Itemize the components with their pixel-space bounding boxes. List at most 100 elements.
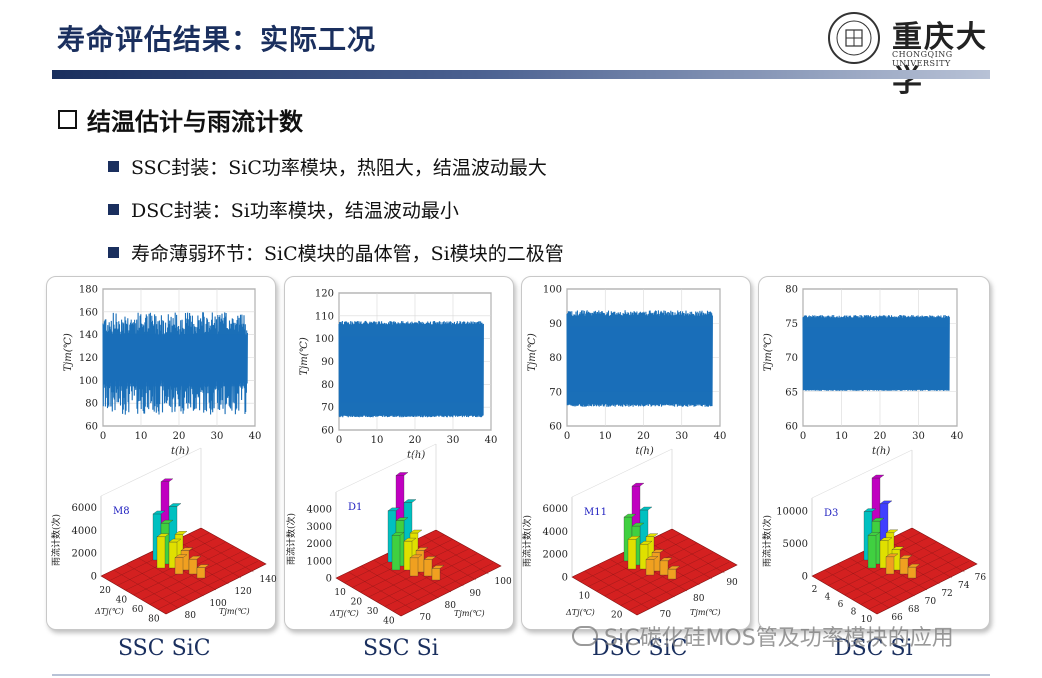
rainflow-bar	[867, 535, 877, 569]
rainflow-bar-top	[403, 537, 417, 542]
caption-ssc-sic: SSC SiC	[118, 636, 211, 661]
bullet-square-icon	[108, 247, 119, 258]
floor-grid-line	[612, 552, 713, 601]
x-tick-label: 30	[447, 435, 460, 446]
y-tick-label: 90	[321, 357, 334, 368]
rainflow-bar	[885, 556, 895, 575]
watermark-text: SiC碳化硅MOS管及功率模块的应用	[604, 626, 954, 651]
rainflow-bar-top	[174, 531, 188, 535]
rainflow-bar-top	[391, 532, 405, 536]
x-tick-label: 10	[835, 431, 848, 442]
logo-chinese: 重庆大学	[892, 20, 988, 99]
caption-dsc-sic: DSC SiC	[592, 636, 688, 661]
floor-grid-line	[868, 561, 969, 610]
y-tick-label: 110	[315, 311, 334, 322]
rainflow-bar-top	[871, 474, 885, 479]
x-tick-label: 30	[912, 431, 925, 442]
rainflow-bar-top	[623, 513, 637, 518]
back-top-line	[100, 447, 202, 497]
rainflow-bar	[188, 558, 198, 575]
rainflow-bar-top	[387, 507, 401, 511]
y-tick-label: 120	[79, 353, 98, 364]
x-axis-label: t(h)	[636, 446, 654, 457]
chat-bubble-icon	[572, 626, 598, 646]
x-tick-label: 0	[800, 431, 806, 442]
y-tick-label: 70	[660, 610, 672, 620]
floor-grid-line	[659, 534, 725, 574]
x-tick-label: 0	[336, 435, 342, 446]
z-tick-label: 2000	[307, 539, 332, 550]
rainflow-bar-top	[196, 564, 210, 568]
y-axis-label: Tjm(℃)	[690, 608, 721, 617]
rainflow-bar	[156, 536, 166, 569]
rainflow-bar-top	[415, 547, 429, 551]
floor-grid-line	[628, 562, 729, 611]
z-tick-label: 2000	[543, 550, 568, 561]
y-tick-label: 76	[975, 573, 987, 583]
logo-english: CHONGQING UNIVERSITY	[892, 50, 953, 68]
z-axis-label: 雨流计数(次)	[285, 513, 297, 565]
trace-dense-band	[104, 334, 247, 387]
rainflow-bar	[907, 566, 917, 579]
floor-grid-line	[860, 556, 961, 605]
y-tick-label: 68	[908, 605, 920, 615]
x-tick-label: 30	[675, 431, 688, 442]
seal-icon	[828, 12, 880, 64]
bullet-item: 寿命薄弱环节：SiC模块的晶体管，Si模块的二极管	[108, 239, 564, 266]
x-tick-label: 10	[371, 435, 384, 446]
x-tick-label: 0	[564, 431, 570, 442]
floor-grid-line	[376, 553, 477, 602]
y-tick-label: 90	[470, 589, 482, 599]
floor-grid-line	[157, 561, 258, 610]
rainflow-bar-top	[885, 529, 899, 533]
rainflow-bar-top	[639, 506, 653, 511]
rainflow-bar-top	[651, 549, 665, 553]
rainflow-bar	[196, 567, 206, 579]
x-tick-label: 60	[132, 605, 144, 615]
x-tick-label: 20	[637, 431, 650, 442]
bullet-text: SSC封装：SiC功率模块，热阻大，结温波动最大	[131, 157, 547, 179]
x-tick-label: 40	[249, 431, 262, 442]
x-axis-label: ΔTj(℃)	[94, 607, 124, 616]
x-tick-label: 80	[148, 614, 160, 624]
bullet-item: SSC封装：SiC功率模块，热阻大，结温波动最大	[108, 153, 547, 180]
z-tick-label: 0	[802, 572, 808, 583]
y-tick-label: 80	[693, 594, 705, 604]
x-tick-label: 2	[812, 585, 818, 595]
y-tick-label: 70	[785, 353, 798, 364]
floor-grid-line	[141, 551, 242, 600]
y-tick-label: 75	[785, 319, 798, 330]
rainflow-bar-top	[899, 555, 913, 559]
y-tick-label: 120	[235, 587, 252, 597]
y-tick-label: 80	[445, 601, 457, 611]
rainflow-bar-top	[879, 537, 893, 541]
x-tick-label: 10	[599, 431, 612, 442]
y-tick-label: 66	[891, 613, 903, 623]
y-axis-label: Tjm(℃)	[763, 333, 774, 371]
rainflow-bar-top	[152, 510, 166, 515]
floor-grid-line	[392, 563, 493, 612]
trace-dense-band	[340, 336, 483, 403]
y-tick-label: 120	[315, 289, 334, 300]
rainflow-bar	[627, 539, 637, 570]
floor-grid-line	[852, 551, 953, 600]
rainflow-bar-top	[907, 563, 921, 568]
y-tick-label: 160	[79, 307, 98, 318]
rainflow-bar	[645, 559, 655, 576]
x-tick-label: 10	[861, 615, 873, 625]
x-tick-label: 40	[485, 435, 498, 446]
rainflow-bar	[667, 568, 677, 580]
x-tick-label: 30	[367, 607, 379, 617]
y-tick-label: 60	[549, 422, 562, 433]
rainflow-bar-top	[631, 482, 645, 487]
y-tick-label: 140	[79, 330, 98, 341]
y-tick-label: 65	[785, 387, 798, 398]
y-tick-label: 100	[79, 376, 98, 387]
rainflow-bar-top	[645, 556, 659, 560]
x-tick-label: 20	[99, 586, 111, 596]
x-tick-label: 6	[838, 600, 844, 610]
floor-grid-line	[423, 535, 489, 575]
z-tick-label: 3000	[307, 522, 332, 533]
z-tick-label: 2000	[72, 549, 97, 560]
